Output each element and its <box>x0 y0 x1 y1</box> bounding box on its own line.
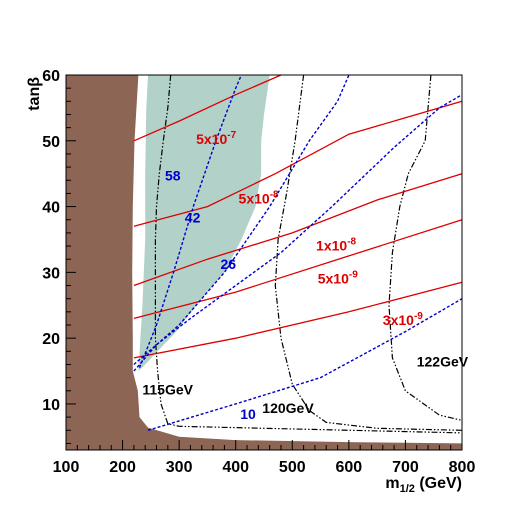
x-axis-label-subscript: 1/2 <box>400 483 415 495</box>
annotation-text: 115GeV <box>142 382 193 398</box>
x-tick-label: 400 <box>222 459 249 476</box>
annotation-text: 26 <box>220 256 236 272</box>
annotation-label: 115GeV <box>142 382 193 398</box>
series-line-bsmumu-1x108 <box>133 173 463 287</box>
x-tick-label: 100 <box>53 459 80 476</box>
annotation-label: 120GeV <box>262 400 314 416</box>
annotation-label: 5x10-8 <box>239 189 279 206</box>
plot-frame <box>65 74 463 451</box>
annotation-label: 122GeV <box>417 353 469 369</box>
series-line-higgs-122GeV <box>388 74 463 421</box>
x-tick-label: 700 <box>392 459 419 476</box>
annotation-label: 58 <box>165 167 181 183</box>
annotation-superscript: -7 <box>227 130 236 141</box>
annotation-text: 122GeV <box>417 353 469 369</box>
y-tick-label: 10 <box>42 397 60 414</box>
annotation-text: 120GeV <box>262 400 314 416</box>
x-tick-label: 600 <box>336 459 363 476</box>
region-green-cosmology <box>138 75 270 372</box>
y-tick-label: 60 <box>42 68 60 85</box>
annotation-superscript: -9 <box>414 311 423 322</box>
annotation-text: 42 <box>185 209 201 225</box>
annotation-text: 1x10 <box>316 238 347 254</box>
series-line-tanb-58 <box>138 74 243 369</box>
series-line-bsmumu-5x108 <box>133 100 463 227</box>
annotation-label: 42 <box>185 209 201 225</box>
x-tick-label: 500 <box>279 459 306 476</box>
annotation-label: 5x10-7 <box>196 130 236 147</box>
series-line-bsmumu-5x107 <box>133 74 282 142</box>
annotation-superscript: -8 <box>270 189 279 200</box>
ticks-layer: 100 200 300 400 500 600 700 800 10 20 30 40 50 60 <box>42 68 475 476</box>
x-tick-label: 300 <box>166 459 193 476</box>
annotations-layer: 5x10-75x10-81x10-85x10-93x10-95842261011… <box>142 130 468 422</box>
series-line-bsmumu-5x109 <box>133 219 463 320</box>
x-axis-label: m1/2 (GeV) <box>385 475 462 495</box>
y-tick-label: 20 <box>42 331 60 348</box>
y-tick-label: 40 <box>42 200 60 217</box>
x-axis-label-main: m <box>385 475 399 492</box>
annotation-label: 26 <box>220 256 236 272</box>
lines-layer <box>133 74 463 434</box>
regions-layer <box>66 75 462 450</box>
annotation-superscript: -8 <box>347 237 356 248</box>
series-line-bsmumu-3x109 <box>133 281 463 359</box>
annotation-text: 5x10 <box>318 271 349 287</box>
annotation-text: 3x10 <box>383 312 414 328</box>
y-tick-label: 50 <box>42 134 60 151</box>
annotation-label: 5x10-9 <box>318 270 358 287</box>
annotation-text: 10 <box>240 406 256 422</box>
annotation-text: 58 <box>165 167 181 183</box>
series-line-tanb-10 <box>147 298 463 431</box>
annotation-superscript: -9 <box>349 270 358 281</box>
y-axis-label: tanβ <box>26 77 43 111</box>
x-tick-label: 200 <box>109 459 136 476</box>
series-line-higgs-120GeV <box>274 74 463 431</box>
region-brown-excluded <box>66 75 462 450</box>
annotation-label: 3x10-9 <box>383 311 423 328</box>
annotation-label: 10 <box>240 406 256 422</box>
series-line-tanb-42 <box>133 74 350 366</box>
series-line-higgs-115GeV <box>154 74 463 434</box>
annotation-text: 5x10 <box>239 190 270 206</box>
annotation-label: 1x10-8 <box>316 237 356 254</box>
x-tick-label: 800 <box>449 459 476 476</box>
annotation-text: 5x10 <box>196 131 227 147</box>
x-axis-label-unit: (GeV) <box>415 475 462 492</box>
y-tick-label: 30 <box>42 265 60 282</box>
